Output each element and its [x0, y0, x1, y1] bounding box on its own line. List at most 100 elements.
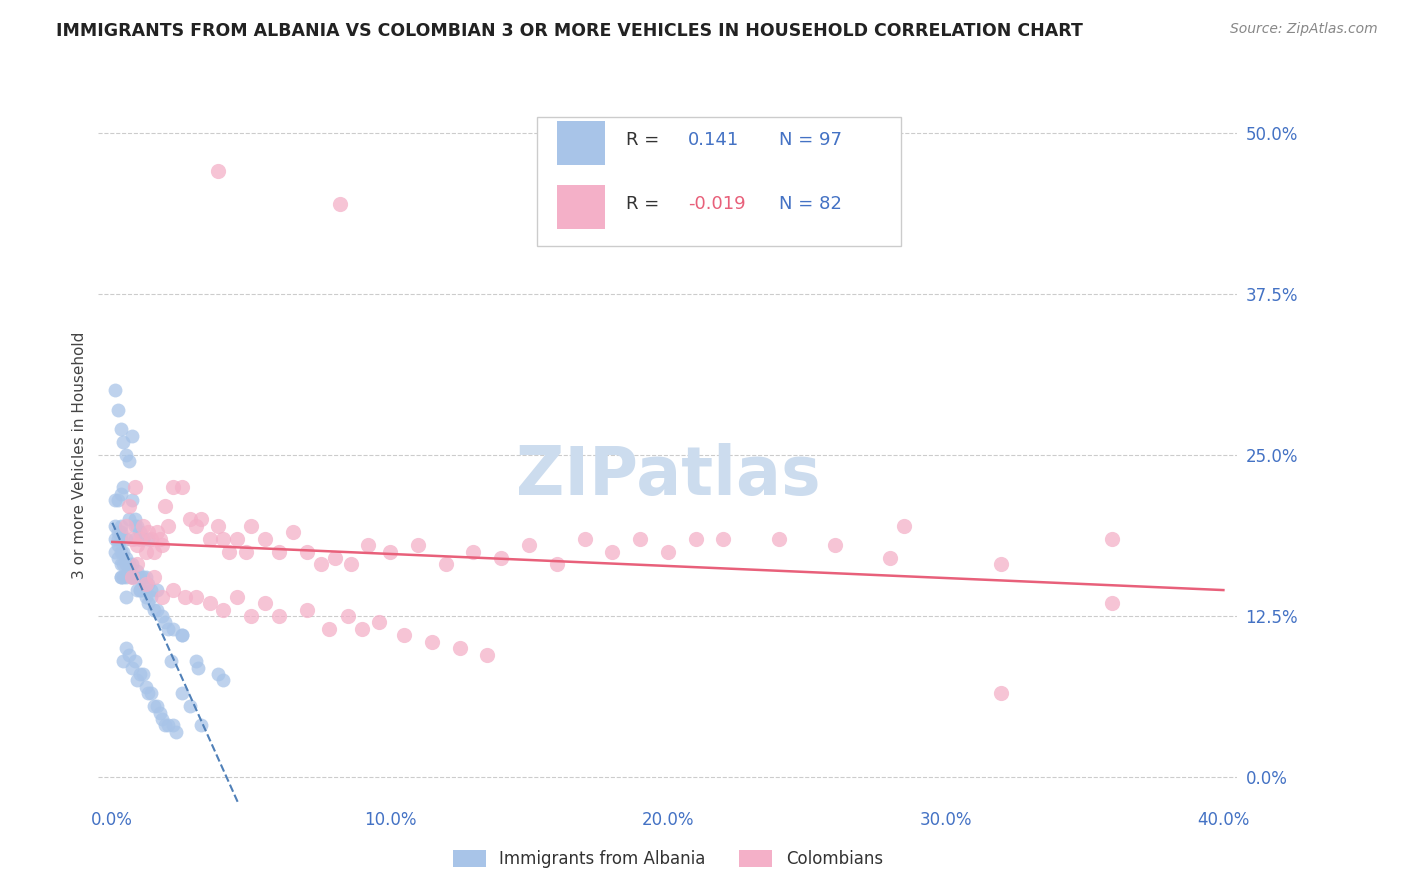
Point [184, 590, 207, 604]
Point [132, 570, 155, 584]
Point [150, 590, 173, 604]
Point [115, 551, 138, 566]
Point [190, 718, 212, 732]
Point [990, 686, 1012, 700]
Legend: Immigrants from Albania, Colombians: Immigrants from Albania, Colombians [446, 843, 890, 874]
Point [141, 590, 163, 604]
Point [121, 428, 143, 442]
Point [145, 699, 167, 714]
Point [600, 544, 623, 558]
Point [352, 622, 374, 636]
Point [267, 609, 290, 624]
Point [150, 712, 173, 726]
Point [118, 564, 141, 578]
Point [254, 596, 277, 610]
Point [132, 532, 155, 546]
Point [323, 551, 346, 566]
Point [115, 518, 138, 533]
Point [110, 422, 132, 436]
Point [162, 480, 184, 494]
Point [121, 570, 143, 584]
Point [170, 480, 193, 494]
Point [187, 660, 209, 674]
Point [110, 544, 132, 558]
Point [143, 570, 166, 584]
Point [198, 532, 221, 546]
Point [879, 551, 901, 566]
Point [112, 558, 135, 572]
Point [127, 673, 149, 688]
Point [148, 532, 170, 546]
Point [212, 602, 235, 616]
Point [124, 654, 146, 668]
Point [337, 609, 360, 624]
Point [1101, 532, 1123, 546]
Point [546, 558, 568, 572]
Point [115, 448, 138, 462]
Point [141, 686, 163, 700]
Point [145, 525, 167, 540]
Point [127, 570, 149, 584]
Point [107, 551, 129, 566]
Point [107, 525, 129, 540]
Point [574, 532, 596, 546]
Point [110, 570, 132, 584]
Point [121, 558, 143, 572]
Point [115, 558, 138, 572]
Point [318, 622, 340, 636]
Bar [557, 121, 605, 165]
Text: IMMIGRANTS FROM ALBANIA VS COLOMBIAN 3 OR MORE VEHICLES IN HOUSEHOLD CORRELATION: IMMIGRANTS FROM ALBANIA VS COLOMBIAN 3 O… [56, 22, 1083, 40]
Point [170, 686, 193, 700]
Point [132, 667, 155, 681]
Point [127, 564, 149, 578]
Point [153, 615, 176, 630]
Point [406, 538, 429, 552]
Point [235, 544, 257, 558]
Point [135, 570, 157, 584]
Text: Source: ZipAtlas.com: Source: ZipAtlas.com [1230, 22, 1378, 37]
Point [159, 654, 181, 668]
Point [121, 532, 143, 546]
Point [118, 648, 141, 662]
Point [207, 667, 229, 681]
Point [115, 532, 138, 546]
Point [138, 532, 160, 546]
Text: 0.141: 0.141 [689, 131, 740, 150]
Point [127, 538, 149, 552]
Point [124, 480, 146, 494]
Point [104, 532, 127, 546]
Point [118, 454, 141, 468]
Point [112, 570, 135, 584]
Point [170, 628, 193, 642]
Point [156, 718, 179, 732]
Point [657, 544, 679, 558]
Point [107, 402, 129, 417]
Point [156, 518, 179, 533]
Point [990, 558, 1012, 572]
Point [143, 544, 166, 558]
Point [107, 538, 129, 552]
Point [207, 518, 229, 533]
Point [156, 622, 179, 636]
Bar [557, 185, 605, 228]
Point [115, 641, 138, 656]
Point [135, 680, 157, 694]
Point [713, 532, 735, 546]
Text: N = 82: N = 82 [779, 195, 842, 213]
Point [129, 583, 152, 598]
Text: R =: R = [626, 131, 665, 150]
Point [173, 590, 195, 604]
Point [162, 718, 184, 732]
Point [124, 518, 146, 533]
Point [329, 196, 352, 211]
Point [118, 512, 141, 526]
Point [463, 544, 485, 558]
Point [138, 576, 160, 591]
Point [628, 532, 651, 546]
Point [110, 518, 132, 533]
Point [170, 628, 193, 642]
Point [153, 500, 176, 514]
Point [145, 602, 167, 616]
Point [165, 725, 187, 739]
Point [138, 525, 160, 540]
